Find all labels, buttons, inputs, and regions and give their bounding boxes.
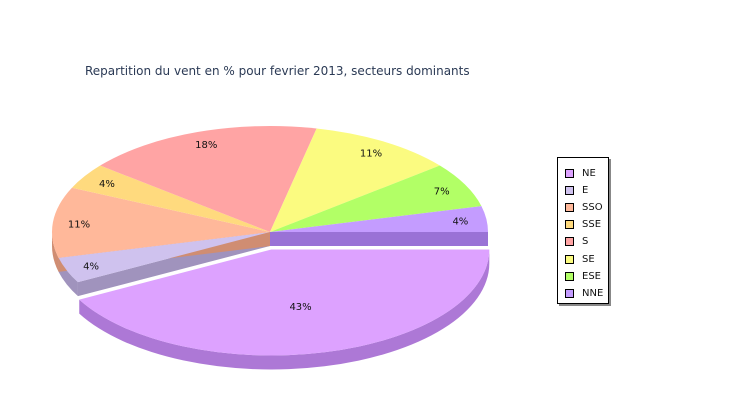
legend-label: ESE [582, 270, 601, 282]
legend-swatch [565, 168, 574, 178]
pie-slice-sse [71, 165, 270, 232]
pie-slice-sso [51, 187, 271, 258]
legend-item-e: E [565, 183, 588, 197]
pie-label-s: 18% [195, 140, 217, 151]
pie-slice-ese [270, 165, 482, 232]
pie-slice-ne [79, 249, 490, 356]
legend-label: NNE [582, 287, 604, 299]
pie-label-nne: 4% [452, 217, 468, 228]
legend-swatch [565, 237, 574, 247]
legend-swatch [565, 271, 574, 281]
legend-label: SSE [582, 219, 602, 231]
pie-label-se: 11% [360, 149, 382, 160]
legend-label: SE [582, 253, 595, 265]
legend-item-se: SE [565, 252, 595, 266]
pie-slices [51, 125, 488, 283]
pie-slice-se [270, 128, 440, 232]
pie-slice-nne [270, 206, 488, 232]
legend-swatch [565, 288, 574, 298]
pie-label-sse: 4% [99, 179, 115, 190]
legend-swatch [565, 220, 574, 230]
legend-label: SSO [582, 201, 603, 213]
pie-label-e: 4% [83, 262, 99, 273]
legend-label: NE [582, 167, 596, 179]
pie-label-ne: 43% [289, 302, 311, 313]
legend-swatch [565, 254, 574, 264]
legend-item-sse: SSE [565, 218, 601, 232]
pie-labels: 43% 4% 11% 4% 18% 11% 7% 4% [68, 140, 468, 313]
chart-legend: NE E SSO SSE S SE ESE NNE [557, 157, 609, 304]
pie-slice-s [100, 125, 317, 232]
legend-swatch [565, 185, 574, 195]
pie-inner-wall-nne [270, 232, 488, 246]
legend-swatch [565, 202, 574, 212]
legend-item-s: S [565, 235, 588, 249]
chart-title: Repartition du vent en % pour fevrier 20… [85, 64, 470, 78]
pie-side-ne [79, 249, 490, 370]
legend-label: E [582, 184, 589, 196]
legend-item-sso: SSO [565, 200, 603, 214]
pie-label-ese: 7% [434, 186, 450, 197]
legend-item-ne: NE [565, 166, 596, 180]
pie-slice-e [58, 232, 271, 283]
legend-item-nne: NNE [565, 286, 603, 300]
pie-label-sso: 11% [68, 219, 90, 230]
legend-label: S [582, 236, 589, 248]
pie-side-sso [52, 232, 59, 272]
pie-exploded-slice [79, 249, 490, 370]
legend-item-ese: ESE [565, 269, 601, 283]
